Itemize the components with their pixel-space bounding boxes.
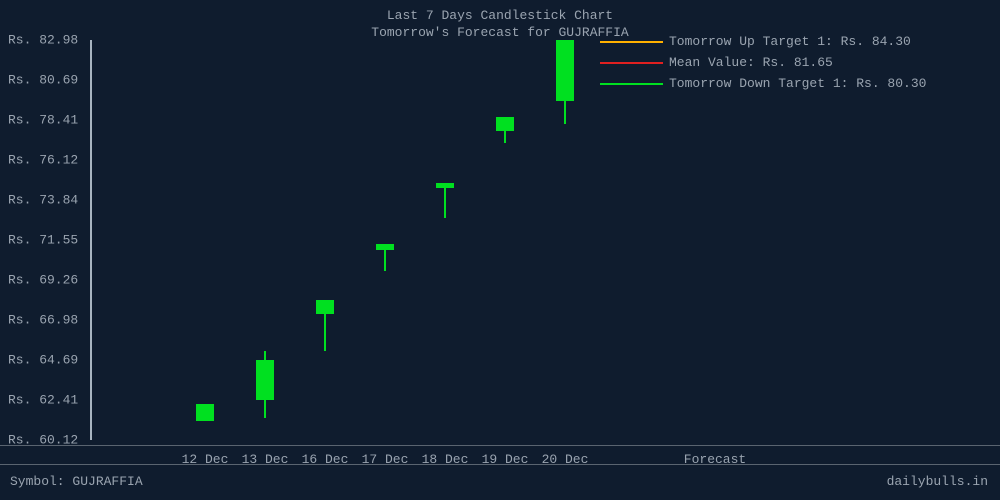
candle-body — [316, 300, 334, 314]
legend-item: Tomorrow Down Target 1: Rs. 80.30 — [600, 76, 980, 91]
chart-title-1: Last 7 Days Candlestick Chart — [0, 8, 1000, 23]
y-tick-label: Rs. 78.41 — [8, 112, 78, 127]
x-tick-label: Forecast — [684, 452, 746, 467]
candle-body — [256, 360, 274, 400]
y-tick-label: Rs. 71.55 — [8, 233, 78, 248]
legend-color-line — [600, 41, 663, 43]
y-axis-labels: Rs. 82.98Rs. 80.69Rs. 78.41Rs. 76.12Rs. … — [0, 40, 80, 440]
legend-item: Tomorrow Up Target 1: Rs. 84.30 — [600, 34, 980, 49]
legend-label: Mean Value: Rs. 81.65 — [669, 55, 833, 70]
candlestick-plot — [85, 40, 930, 440]
y-tick-label: Rs. 73.84 — [8, 192, 78, 207]
legend-label: Tomorrow Down Target 1: Rs. 80.30 — [669, 76, 926, 91]
candle-body — [376, 244, 394, 249]
x-tick-label: 19 Dec — [482, 452, 529, 467]
y-tick-label: Rs. 69.26 — [8, 273, 78, 288]
footer-bar: Symbol: GUJRAFFIA dailybulls.in — [0, 464, 1000, 500]
y-tick-label: Rs. 66.98 — [8, 312, 78, 327]
legend-label: Tomorrow Up Target 1: Rs. 84.30 — [669, 34, 911, 49]
legend-color-line — [600, 83, 663, 85]
y-tick-label: Rs. 64.69 — [8, 353, 78, 368]
x-tick-label: 17 Dec — [362, 452, 409, 467]
candle-body — [556, 40, 574, 101]
x-tick-label: 20 Dec — [542, 452, 589, 467]
candle-body — [196, 404, 214, 421]
symbol-label: Symbol: GUJRAFFIA — [10, 474, 143, 489]
x-axis-line — [0, 445, 1000, 446]
candle-body — [436, 183, 454, 188]
y-tick-label: Rs. 80.69 — [8, 73, 78, 88]
x-tick-label: 18 Dec — [422, 452, 469, 467]
candle-wick — [444, 183, 446, 218]
y-tick-label: Rs. 76.12 — [8, 153, 78, 168]
x-tick-label: 16 Dec — [302, 452, 349, 467]
x-tick-label: 12 Dec — [182, 452, 229, 467]
legend: Tomorrow Up Target 1: Rs. 84.30 Mean Valu… — [600, 34, 980, 97]
y-tick-label: Rs. 62.41 — [8, 392, 78, 407]
legend-color-line — [600, 62, 663, 64]
x-tick-label: 13 Dec — [242, 452, 289, 467]
y-axis-line — [90, 40, 92, 440]
legend-item: Mean Value: Rs. 81.65 — [600, 55, 980, 70]
candle-body — [496, 117, 514, 131]
y-tick-label: Rs. 82.98 — [8, 33, 78, 48]
brand-label: dailybulls.in — [887, 474, 988, 489]
